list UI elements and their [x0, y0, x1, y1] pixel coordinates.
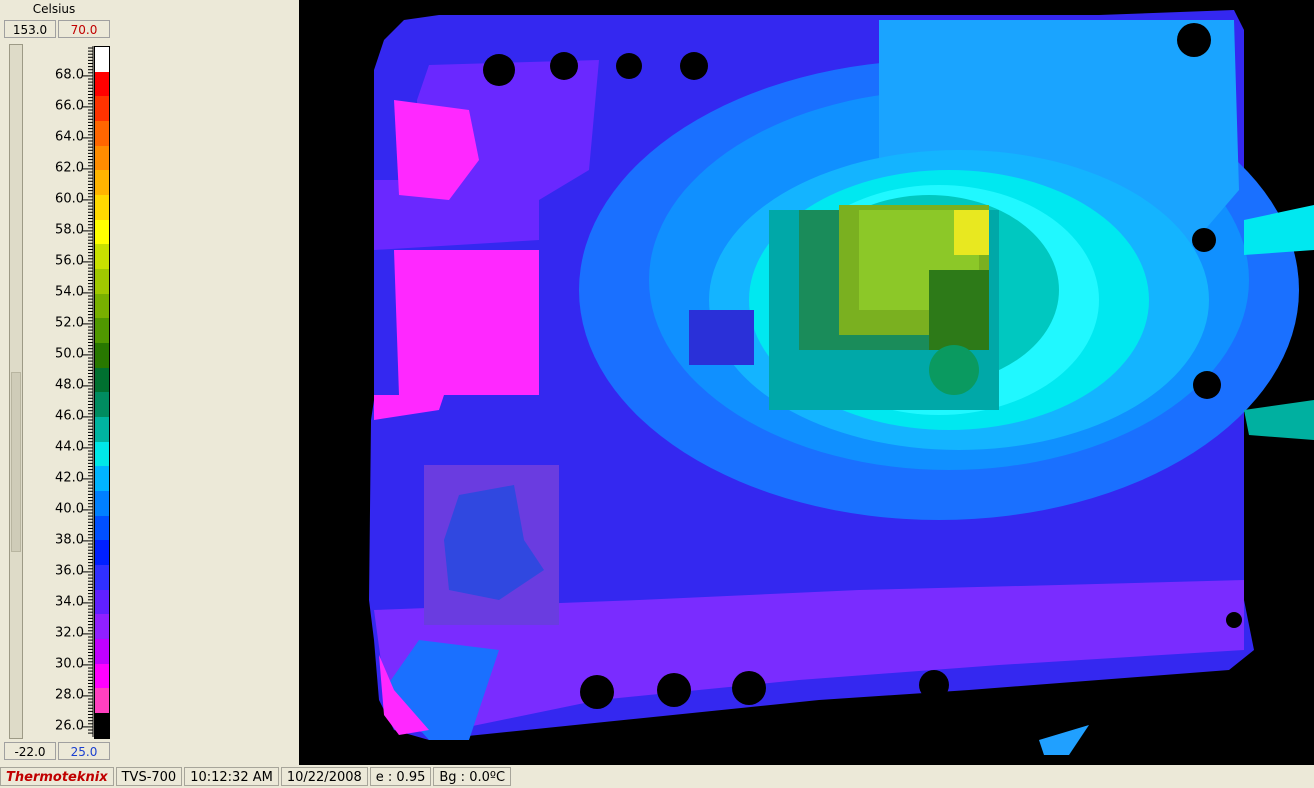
tick-label: 52.0 [55, 315, 84, 331]
unit-label: Celsius [32, 2, 76, 16]
level-max-input[interactable]: 70.0 [58, 20, 110, 38]
palette-swatch [95, 688, 109, 714]
thermal-image-view[interactable] [299, 0, 1314, 765]
palette-swatch [95, 367, 109, 393]
palette-swatch [95, 639, 109, 664]
tick-label: 28.0 [55, 687, 84, 703]
status-bar: Thermoteknix TVS-700 10:12:32 AM 10/22/2… [0, 765, 1314, 788]
palette-swatch [95, 515, 109, 541]
tick-label: 34.0 [55, 594, 84, 610]
tick-label: 56.0 [55, 253, 84, 269]
level-min-input[interactable]: 25.0 [58, 742, 110, 760]
tick-label: 68.0 [55, 67, 84, 83]
palette-swatch [95, 170, 109, 196]
palette-swatch [95, 145, 109, 171]
palette-swatch [95, 96, 109, 122]
scale-ticks: 68.0 66.0 64.0 62.0 60.0 58.0 56.0 54.0 52.0 50.0… [26, 44, 96, 739]
range-max-input[interactable]: 153.0 [4, 20, 56, 38]
scale-slider-thumb[interactable] [11, 372, 21, 552]
camera-model: TVS-700 [115, 767, 183, 786]
tick-label: 38.0 [55, 532, 84, 548]
tick-label: 50.0 [55, 346, 84, 362]
palette-swatch [95, 392, 109, 418]
palette-swatch [95, 713, 109, 738]
tick-label: 48.0 [55, 377, 84, 393]
palette-swatch [95, 491, 109, 516]
palette-swatch [95, 417, 109, 442]
range-min-input[interactable]: -22.0 [4, 742, 56, 760]
thermal-image [299, 0, 1314, 765]
temperature-scale-panel: Celsius 153.0 70.0 68.0 66.0 64.0 62.0 60.0 5… [0, 0, 299, 765]
palette-swatch [95, 565, 109, 590]
tick-label: 58.0 [55, 222, 84, 238]
palette-swatch [95, 293, 109, 319]
palette-swatch [95, 244, 109, 270]
palette-swatch [95, 663, 109, 689]
tick-label: 44.0 [55, 439, 84, 455]
palette-swatch [95, 219, 109, 245]
tick-label: 62.0 [55, 160, 84, 176]
tick-label: 30.0 [55, 656, 84, 672]
tick-label: 32.0 [55, 625, 84, 641]
emissivity-value: e : 0.95 [369, 767, 432, 786]
palette-swatch [95, 343, 109, 368]
tick-label: 26.0 [55, 718, 84, 734]
palette-swatch [95, 318, 109, 344]
brand-label: Thermoteknix [0, 767, 114, 786]
palette-swatch [95, 195, 109, 220]
palette-swatch [95, 269, 109, 294]
palette-swatch [95, 589, 109, 615]
palette-swatch [95, 540, 109, 566]
background-temp-value: Bg : 0.0ºC [433, 767, 512, 786]
tick-label: 40.0 [55, 501, 84, 517]
palette-swatch [95, 466, 109, 492]
palette-swatch [95, 47, 109, 72]
palette-swatch [95, 614, 109, 640]
palette-swatch [95, 71, 109, 97]
tick-label: 42.0 [55, 470, 84, 486]
capture-time: 10:12:32 AM [184, 767, 279, 786]
tick-label: 54.0 [55, 284, 84, 300]
palette-swatch [95, 121, 109, 146]
capture-date: 10/22/2008 [280, 767, 368, 786]
tick-label: 60.0 [55, 191, 84, 207]
tick-label: 64.0 [55, 129, 84, 145]
palette-swatch [95, 441, 109, 467]
color-palette-bar [94, 46, 110, 739]
tick-label: 36.0 [55, 563, 84, 579]
tick-marks [82, 46, 94, 737]
tick-label: 66.0 [55, 98, 84, 114]
tick-label: 46.0 [55, 408, 84, 424]
